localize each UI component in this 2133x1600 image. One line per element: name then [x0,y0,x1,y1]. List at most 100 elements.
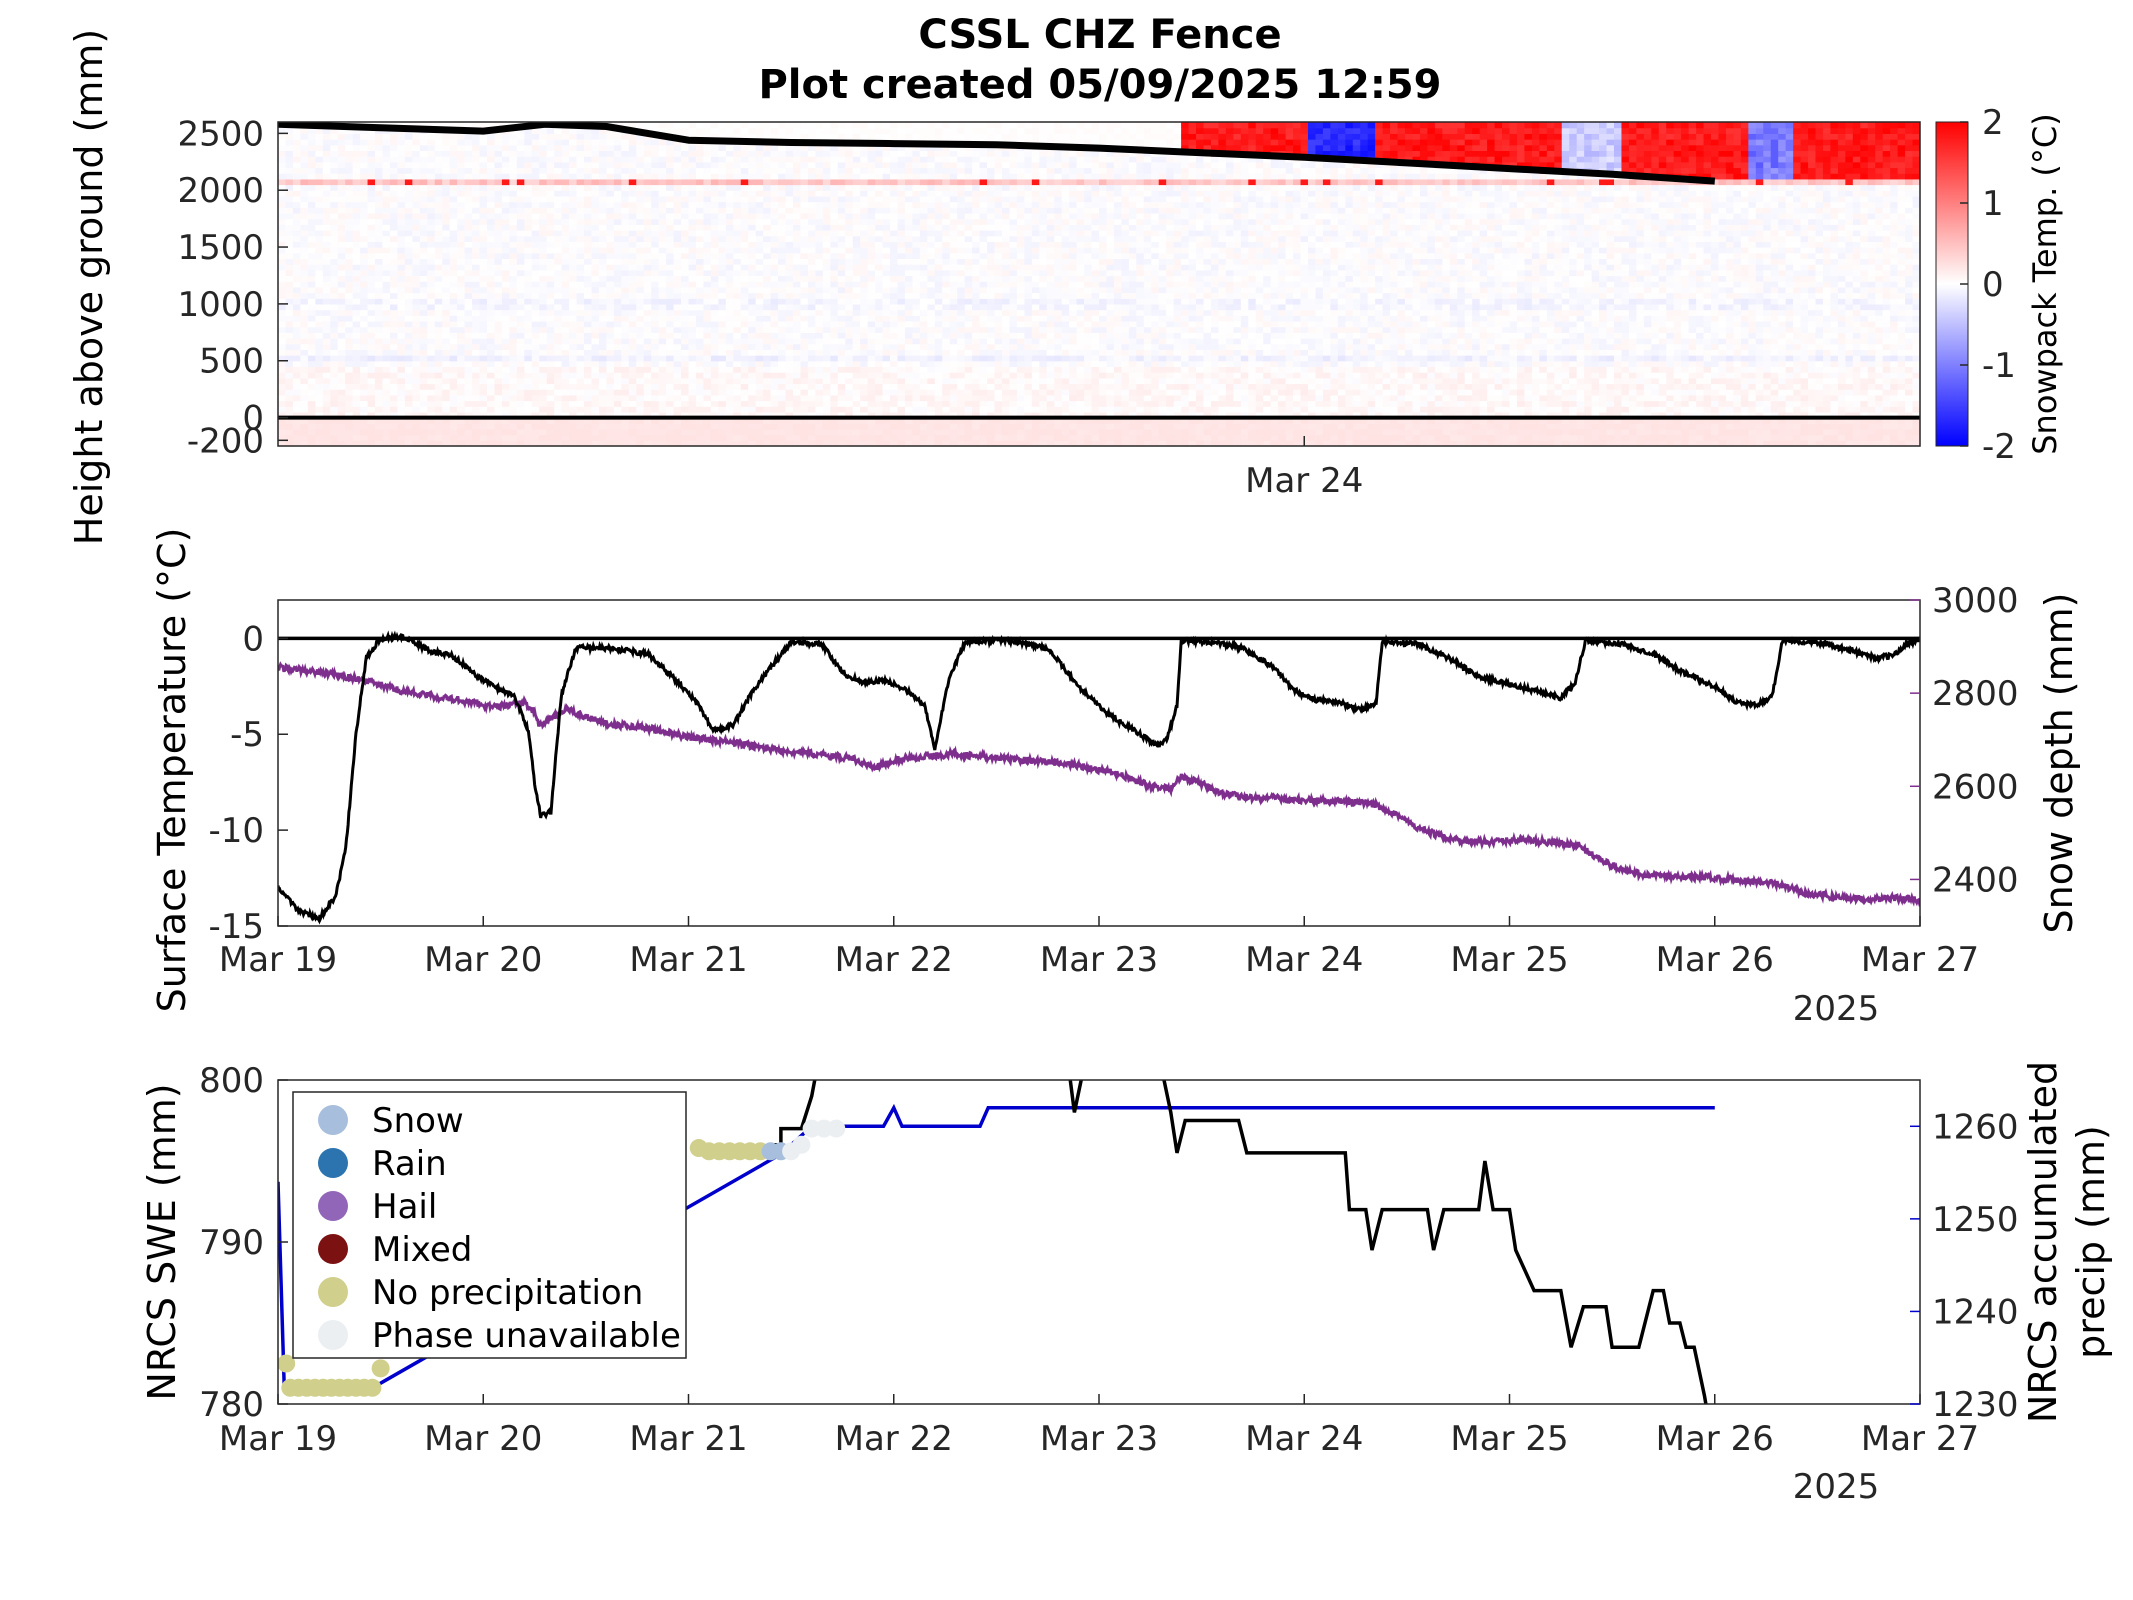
heatmap-cell [1405,406,1414,413]
heatmap-cell [1315,383,1324,390]
heatmap-cell [658,400,667,407]
heatmap-cell [1412,434,1421,441]
heatmap-cell [1636,440,1645,446]
heatmap-cell [725,428,734,436]
heatmap-cell [1210,440,1220,446]
heatmap-cell [501,383,510,390]
heatmap-cell [688,372,697,379]
heatmap-cell [1688,355,1697,362]
heatmap-cell [1554,417,1563,424]
heatmap-cell [1621,428,1630,436]
heatmap-cell [1822,434,1832,441]
heatmap-cell [1524,355,1533,362]
heatmap-cell [852,326,861,333]
heatmap-cell [695,338,705,345]
heatmap-cell [1606,440,1615,446]
heatmap-cell [1360,360,1369,368]
heatmap-cell [725,417,734,424]
heatmap-cell [1352,411,1361,419]
heatmap-cell [1173,423,1182,430]
heatmap-cell [897,394,906,402]
heatmap-cell [1121,338,1130,345]
heatmap-cell [1285,377,1294,385]
heatmap-cell [509,434,518,441]
heatmap-cell [479,366,488,373]
heatmap-cell [1531,343,1540,350]
heatmap-cell [643,360,652,368]
heatmap-cell [1412,372,1421,379]
heatmap-cell [516,349,525,356]
heatmap-cell [1502,394,1511,402]
heatmap-cell [1382,417,1391,424]
heatmap-cell [1449,332,1458,339]
heatmap-cell [837,366,846,373]
heatmap-cell [1643,372,1652,379]
heatmap-cell [1330,372,1339,379]
heatmap-cell [1367,417,1376,424]
heatmap-cell [576,343,585,350]
heatmap-cell [1322,423,1331,430]
heatmap-cell [658,406,667,413]
heatmap-cell [1427,315,1436,322]
heatmap-cell [419,434,428,441]
heatmap-cell [584,434,593,441]
heatmap-cell [1412,349,1421,356]
heatmap-cell [1181,440,1190,446]
heatmap-cell [1278,315,1287,322]
heatmap-cell [360,355,369,362]
heatmap-cell [845,411,854,419]
heatmap-cell [927,372,936,379]
heatmap-cell [1464,434,1473,441]
heatmap-cell [1248,411,1257,419]
heatmap-cell [1539,423,1548,430]
heatmap-cell [375,400,384,407]
heatmap-cell [710,366,719,373]
heatmap-cell [1875,360,1884,368]
heatmap-cell [1196,406,1205,413]
heatmap-cell [1367,400,1376,407]
heatmap-cell [591,383,600,390]
heatmap-cell [1531,411,1540,419]
heatmap-cell [1061,366,1070,373]
heatmap-cell [576,440,585,446]
heatmap-cell [1412,389,1421,396]
heatmap-cell [1621,417,1630,424]
heatmap-cell [636,343,645,350]
heatmap-cell [688,406,697,413]
heatmap-cell [1681,406,1690,413]
heatmap-cell [1793,372,1802,379]
heatmap-cell [651,332,660,339]
heatmap-cell [994,434,1003,441]
heatmap-cell [1270,332,1279,339]
heatmap-cell [1203,411,1212,419]
heatmap-cell [1166,360,1175,368]
heatmap-cell [651,411,660,419]
heatmap-cell [1173,315,1182,322]
heatmap-cell [1793,326,1802,333]
heatmap-cell [987,326,996,333]
heatmap-cell [1099,400,1108,407]
heatmap-cell [1218,411,1227,419]
heatmap-cell [1793,400,1802,407]
heatmap-cell [860,411,869,419]
heatmap-cell [397,320,406,328]
heatmap-cell [1666,332,1675,339]
heatmap-cell [389,349,399,356]
heatmap-cell [315,440,324,446]
heatmap-cell [457,338,466,345]
heatmap-cell [1330,389,1339,396]
heatmap-cell [554,343,563,350]
heatmap-cell [1218,349,1227,356]
heatmap-cell [718,423,727,430]
heatmap-cell [494,320,503,328]
heatmap-cell [897,343,906,350]
heatmap-cell [852,360,861,368]
heatmap-cell [830,315,839,322]
heatmap-cell [1181,343,1190,350]
heatmap-cell [1643,411,1652,419]
heatmap-cell [875,377,884,385]
heatmap-cell [576,355,585,362]
heatmap-cell [1106,377,1115,385]
heatmap-cell [1643,338,1652,345]
heatmap-cell [822,440,831,446]
